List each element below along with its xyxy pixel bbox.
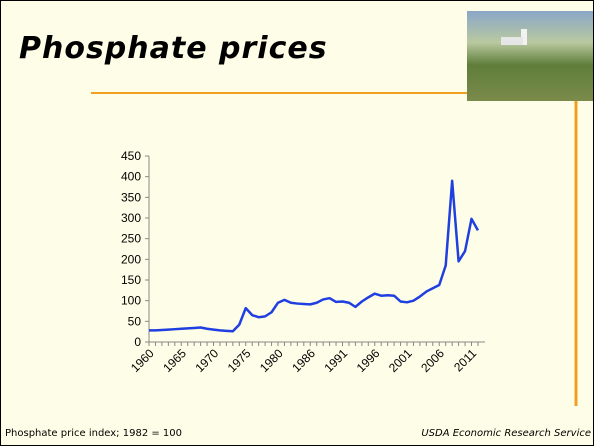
y-tick-label: 50 xyxy=(128,314,142,328)
y-tick-label: 200 xyxy=(121,252,141,266)
x-tick-label: 1975 xyxy=(225,346,254,375)
photo xyxy=(467,11,594,101)
photo-barn xyxy=(501,37,523,45)
y-tick-label: 350 xyxy=(121,190,141,204)
x-tick-label: 1980 xyxy=(257,346,286,375)
x-tick-label: 2011 xyxy=(451,346,479,374)
slide-title: Phosphate prices xyxy=(19,31,328,66)
y-tick-label: 250 xyxy=(121,232,141,246)
y-tick-label: 0 xyxy=(134,335,141,349)
chart: 0501001502002503003504004501960196519701… xyxy=(1,1,594,446)
y-tick-label: 400 xyxy=(121,170,141,184)
x-tick-label: 1960 xyxy=(128,346,157,375)
y-tick-label: 450 xyxy=(121,149,141,163)
x-tick-label: 1996 xyxy=(354,346,383,375)
x-tick-label: 2006 xyxy=(418,346,447,375)
footnote: Phosphate price index; 1982 = 100 xyxy=(5,428,182,439)
x-tick-label: 1965 xyxy=(160,346,189,375)
x-tick-label: 1991 xyxy=(321,346,350,375)
y-tick-label: 300 xyxy=(121,211,141,225)
data-line xyxy=(149,181,478,331)
y-tick-label: 150 xyxy=(121,273,141,287)
source: USDA Economic Research Service xyxy=(421,428,591,439)
x-tick-label: 2001 xyxy=(386,346,415,375)
y-tick-label: 100 xyxy=(121,294,141,308)
x-tick-label: 1986 xyxy=(289,346,318,375)
x-tick-label: 1970 xyxy=(192,346,221,375)
slide: 0501001502002503003504004501960196519701… xyxy=(0,0,594,446)
